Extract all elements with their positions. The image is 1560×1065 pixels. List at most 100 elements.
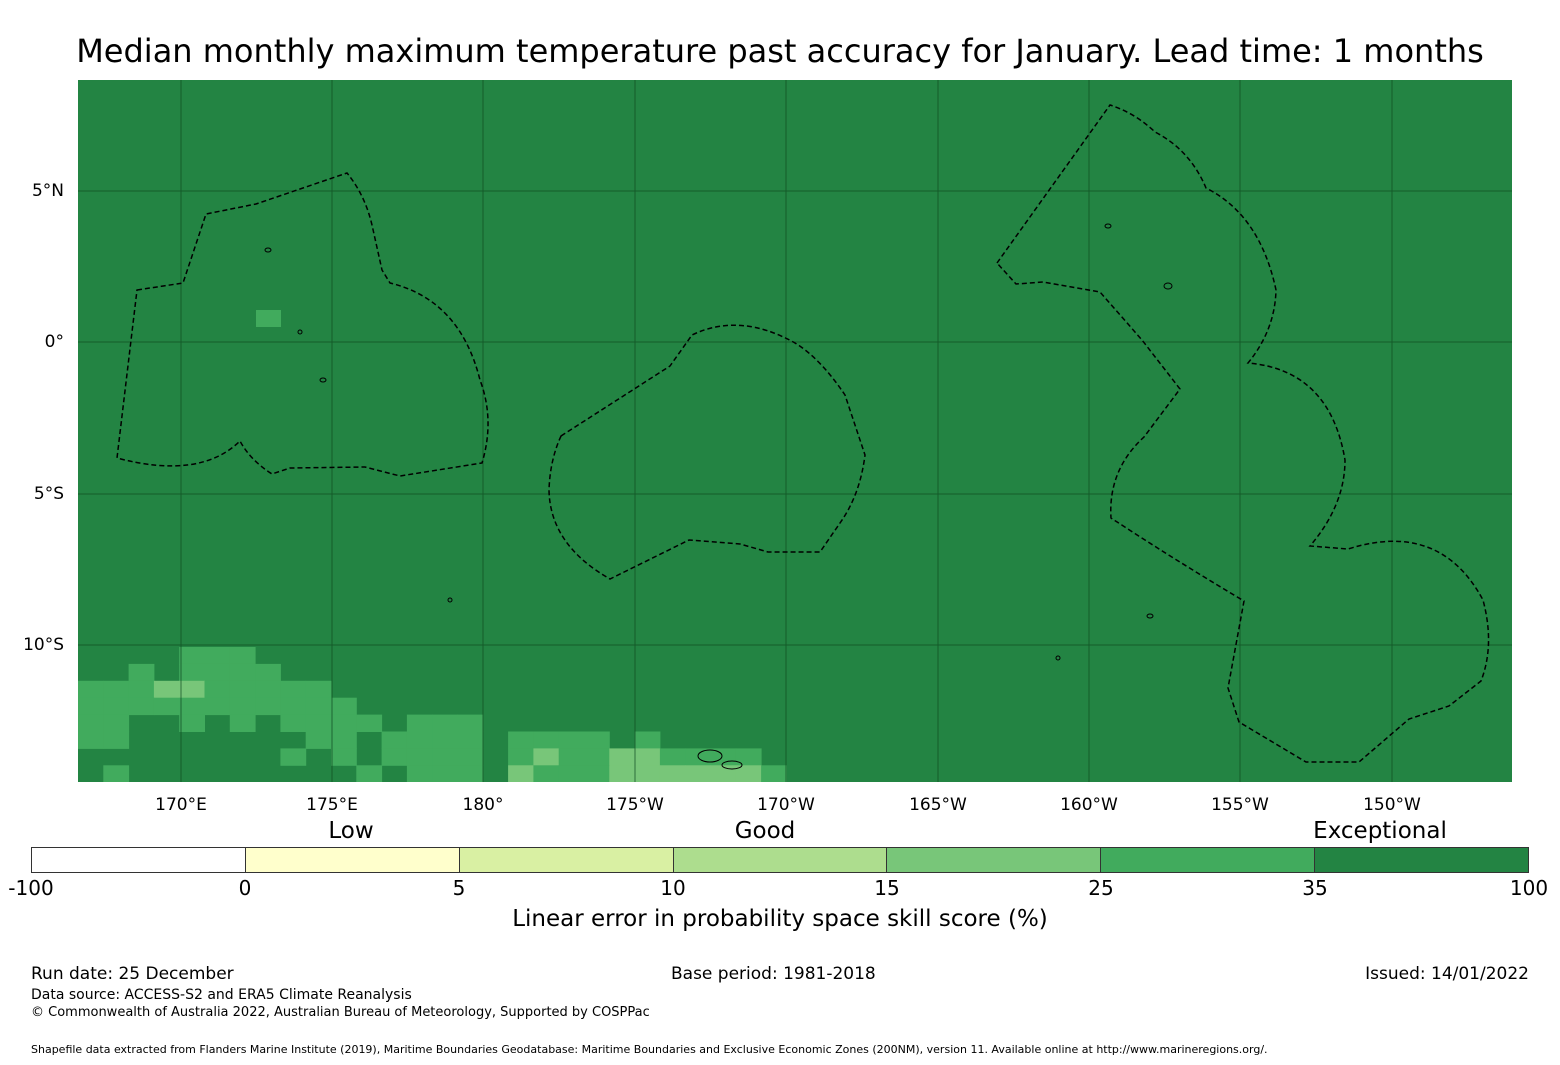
skill-cell [432,748,458,766]
skill-cell [280,680,307,699]
skill-cell [305,680,332,699]
skill-cell [735,748,762,766]
skill-cell [305,714,332,732]
lon-label: 175°W [606,795,664,815]
lat-label: 10°S [23,635,64,655]
skill-cell [533,748,560,766]
skill-cell [78,714,104,732]
chart-title: Median monthly maximum temperature past … [76,32,1484,70]
skill-cell [78,697,104,716]
skill-cell [406,748,433,766]
colorbar-segment [1101,848,1316,872]
colorbar-tick-label: 0 [238,876,252,900]
skill-cell [103,731,130,749]
island-outline [1163,282,1173,290]
skill-cell [280,697,307,716]
colorbar-tick-label: 15 [874,876,900,900]
island-outline [721,760,743,770]
island-outline [447,597,453,603]
skill-cell [432,731,458,749]
colorbar-tick-label: 10 [660,876,686,900]
skill-cell [103,714,130,732]
issued-date: Issued: 14/01/2022 [1365,964,1529,984]
colorbar-tick-label: 100 [1509,876,1549,900]
skill-cell [229,647,256,665]
eez-boundary [116,172,489,477]
skill-cell [508,765,534,782]
skill-cell [609,748,636,766]
skill-cell [103,697,130,716]
skill-cell [280,748,307,766]
skill-cell [305,731,332,749]
lon-label: 150°W [1363,795,1421,815]
skill-cell [457,765,484,782]
skill-cell [584,731,610,749]
map-background [78,80,1512,782]
colorbar-category-exceptional: Exceptional [1313,818,1447,844]
island-outline [697,749,723,763]
skill-cell [255,697,281,716]
colorbar-segment [673,848,888,872]
skill-cell [204,663,231,682]
skill-cell [331,714,357,732]
skill-cell [331,697,357,716]
skill-cell [381,731,408,749]
copyright: © Commonwealth of Australia 2022, Austra… [31,1005,650,1020]
lon-label: 160°W [1060,795,1118,815]
skill-cell [685,765,711,782]
skill-cell [558,748,585,766]
skill-cell [406,765,433,782]
island-outline [1146,613,1154,619]
skill-cell [103,765,130,782]
lat-label: 0° [44,332,64,352]
skill-cell [634,765,661,782]
map [78,80,1512,782]
run-date: Run date: 25 December [31,964,234,984]
skill-cell [659,748,686,766]
skill-cell [331,731,357,749]
skill-cell [179,663,205,682]
skill-cell [153,680,180,699]
island-outline [297,329,303,335]
colorbar-tick-label: 5 [452,876,466,900]
skill-cell [255,680,281,699]
skill-cell [634,731,661,749]
lon-label: 180° [462,795,504,815]
skill-cell [103,680,130,699]
colorbar-tick-label: 35 [1302,876,1328,900]
lon-label: 170°E [155,795,207,815]
skill-cell [78,731,104,749]
island-outline [1104,223,1112,229]
skill-cell [533,765,560,782]
colorbar-category-good: Good [734,818,796,844]
colorbar-segment [1315,848,1529,872]
skill-cell [508,748,534,766]
skill-cell [204,680,231,699]
skill-cell [381,748,408,766]
skill-cell [584,748,610,766]
colorbar-segment [245,848,460,872]
skill-cell [255,663,281,682]
skill-cell [634,748,661,766]
skill-cell [356,714,383,732]
skill-cell [659,765,686,782]
skill-cell [128,680,155,699]
skill-cell [229,663,256,682]
colorbar-label: Linear error in probability space skill … [512,906,1048,932]
skill-cell [179,647,205,665]
colorbar-segment [32,848,246,872]
skill-cell [78,680,104,699]
skill-cell [457,714,484,732]
skill-cell [179,680,205,699]
skill-cell [432,765,458,782]
skill-cell [609,765,636,782]
skill-cell [153,697,180,716]
lon-label: 175°E [306,795,358,815]
lat-label: 5°N [31,181,64,201]
skill-cell [305,697,332,716]
skill-cell [331,748,357,766]
skill-cell [457,731,484,749]
lon-label: 155°W [1211,795,1269,815]
skill-cell [584,765,610,782]
